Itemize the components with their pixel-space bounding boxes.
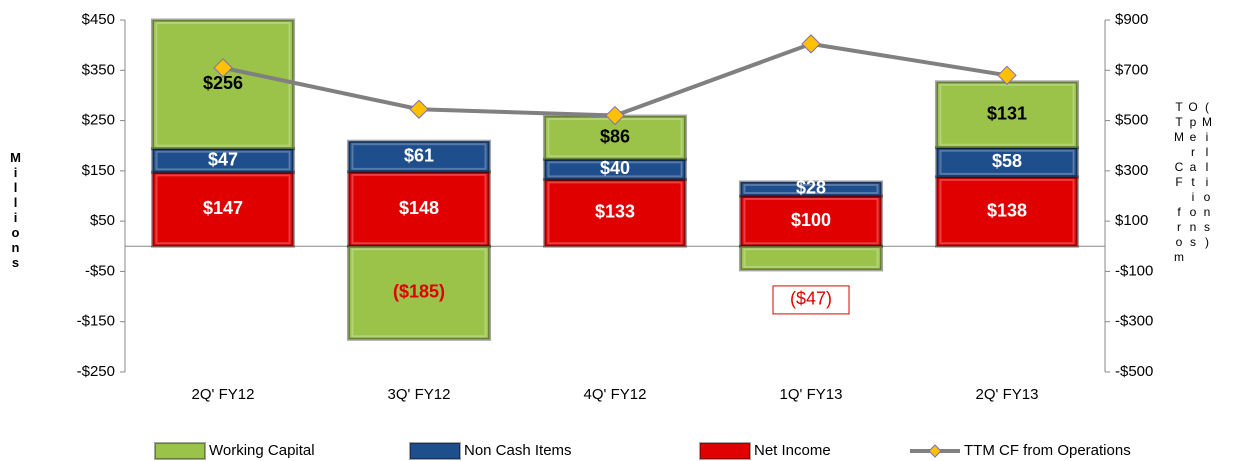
data-label: $138 [987, 200, 1027, 220]
legend-label: Non Cash Items [464, 442, 572, 459]
line-marker [409, 99, 429, 119]
y-tick-label: -$50 [85, 262, 115, 279]
data-label: $148 [399, 198, 439, 218]
bar-highlight [547, 161, 683, 178]
y-axis-title: Millions [8, 150, 23, 270]
bar [542, 177, 688, 248]
y-axis-title-box: Millions [8, 150, 23, 270]
y-tick-label: -$250 [77, 363, 115, 380]
x-tick-label: 2Q' FY12 [192, 386, 255, 403]
legend-swatch [154, 442, 206, 460]
y2-tick-label: $700 [1115, 61, 1148, 78]
data-label: $40 [600, 158, 630, 178]
y2-tick-label: $300 [1115, 162, 1148, 179]
bar [150, 18, 296, 151]
bar-highlight [743, 248, 879, 268]
x-tick-label: 4Q' FY12 [584, 386, 647, 403]
y-tick-label: $350 [82, 61, 115, 78]
label-box [772, 285, 850, 315]
data-label: $47 [208, 149, 238, 169]
line-marker [997, 65, 1017, 86]
bar [934, 146, 1080, 179]
data-label: $147 [203, 198, 243, 218]
y2-tick-label: -$100 [1115, 262, 1153, 279]
bar [346, 170, 492, 248]
bar-highlight [155, 150, 291, 171]
bar [934, 80, 1080, 150]
y2-tick-label: $900 [1115, 11, 1148, 28]
y2-tick-label: -$300 [1115, 313, 1153, 330]
data-label: $133 [595, 202, 635, 222]
x-tick-label: 1Q' FY13 [780, 386, 843, 403]
line-marker [213, 58, 233, 78]
x-tick-label: 2Q' FY13 [976, 386, 1039, 403]
bar [346, 244, 492, 341]
legend-swatch [699, 442, 751, 460]
data-label: $58 [992, 151, 1022, 171]
y2-axis-title-box: TTM CF from Operations (Millions) [1172, 100, 1214, 265]
data-label: $61 [404, 145, 434, 165]
bar-highlight [743, 198, 879, 245]
bar [738, 244, 884, 272]
y-tick-label: -$150 [77, 313, 115, 330]
y2-tick-label: $500 [1115, 112, 1148, 129]
line-marker [801, 34, 821, 54]
data-label: $28 [796, 178, 826, 198]
bar-highlight [939, 178, 1075, 245]
y-tick-label: $150 [82, 162, 115, 179]
y2-axis-title: TTM CF from Operations (Millions) [1172, 100, 1214, 265]
bar [738, 194, 884, 248]
bar-highlight [547, 181, 683, 245]
y2-tick-label: -$500 [1115, 363, 1153, 380]
legend-swatch [409, 442, 461, 460]
legend-label: Net Income [754, 442, 831, 459]
bar-highlight [351, 248, 487, 338]
bar-highlight [155, 22, 291, 147]
bar-highlight [939, 149, 1075, 175]
x-tick-label: 3Q' FY12 [388, 386, 451, 403]
y-tick-label: $450 [82, 11, 115, 28]
y-tick-label: $250 [82, 112, 115, 129]
data-label: ($185) [393, 282, 445, 302]
data-label: $256 [203, 73, 243, 93]
bar [738, 180, 884, 198]
y2-tick-label: $100 [1115, 212, 1148, 229]
data-label: ($47) [790, 289, 832, 309]
data-label: $100 [791, 210, 831, 230]
y-tick-label: $50 [90, 212, 115, 229]
bar-highlight [351, 173, 487, 245]
legend-label: Working Capital [209, 442, 315, 459]
bar [346, 139, 492, 174]
legend-marker [928, 444, 942, 458]
line [222, 41, 1008, 118]
line-marker [605, 105, 625, 126]
bar-highlight [155, 174, 291, 245]
bar-highlight [351, 143, 487, 170]
bar-highlight [743, 183, 879, 194]
data-label: $131 [987, 104, 1027, 124]
legend-label: TTM CF from Operations [964, 442, 1131, 459]
bar [934, 175, 1080, 248]
data-label: $86 [600, 126, 630, 146]
